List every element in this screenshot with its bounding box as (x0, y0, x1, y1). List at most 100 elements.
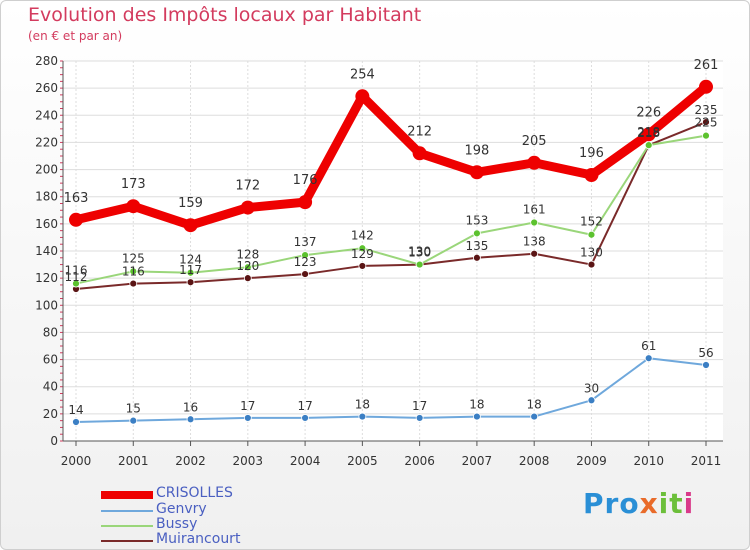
data-point-bussy (129, 267, 138, 276)
data-label-bussy: 142 (351, 228, 374, 242)
data-point-muirancourt (301, 270, 309, 278)
data-label-muirancourt: 218 (637, 126, 660, 140)
y-tick-label: 160 (35, 217, 58, 231)
data-label-crisolles: 159 (178, 196, 203, 211)
y-tick-label: 240 (35, 108, 58, 122)
data-label-crisolles: 172 (235, 179, 260, 194)
data-label-muirancourt: 117 (179, 263, 202, 277)
data-label-bussy: 124 (179, 253, 202, 267)
legend-label-genvry: Genvry (156, 501, 207, 517)
x-tick-label: 2011 (691, 454, 722, 468)
data-point-crisolles (699, 79, 713, 94)
data-point-crisolles (527, 155, 542, 170)
x-tick-label: 2000 (61, 454, 92, 468)
legend-label-crisolles: CRISOLLES (156, 485, 233, 501)
y-tick-label: 220 (35, 135, 58, 149)
data-label-genvry: 18 (527, 398, 542, 412)
data-point-genvry (415, 414, 424, 422)
data-label-crisolles: 205 (522, 134, 547, 149)
y-tick-label: 180 (35, 190, 58, 204)
data-label-muirancourt: 129 (351, 247, 374, 261)
data-point-bussy (243, 263, 252, 272)
data-point-bussy (301, 251, 309, 259)
data-label-genvry: 17 (297, 399, 312, 413)
x-tick-label: 2004 (290, 454, 321, 468)
data-label-genvry: 18 (469, 398, 484, 412)
data-label-genvry: 17 (240, 399, 255, 413)
legend-label-bussy: Bussy (156, 516, 198, 532)
data-label-muirancourt: 130 (580, 246, 603, 260)
data-point-crisolles (412, 146, 427, 161)
data-point-bussy (587, 230, 596, 239)
data-point-crisolles (240, 200, 255, 215)
data-label-genvry: 30 (584, 381, 599, 395)
data-point-genvry (587, 396, 596, 405)
legend-label-muirancourt: Muirancourt (156, 531, 241, 547)
data-label-crisolles: 198 (464, 143, 489, 158)
data-label-bussy: 152 (580, 215, 603, 229)
data-label-bussy: 137 (294, 235, 317, 249)
data-label-bussy: 125 (122, 251, 145, 265)
series-line-genvry (75, 357, 707, 423)
data-label-muirancourt: 116 (122, 265, 145, 279)
x-tick-label: 2008 (519, 454, 550, 468)
data-label-crisolles: 196 (579, 146, 604, 161)
y-tick-label: 280 (35, 54, 58, 68)
data-point-muirancourt (243, 274, 252, 283)
y-tick-label: 200 (35, 163, 58, 177)
data-point-genvry (186, 415, 195, 424)
data-point-crisolles (641, 127, 656, 142)
data-point-muirancourt (587, 260, 596, 269)
data-label-bussy: 128 (236, 247, 259, 261)
data-label-genvry: 16 (183, 400, 198, 414)
data-point-genvry (243, 414, 252, 422)
x-tick-label: 2002 (175, 454, 206, 468)
data-label-muirancourt: 120 (236, 259, 259, 273)
data-label-bussy: 161 (523, 203, 546, 217)
x-tick-label: 2007 (462, 454, 493, 468)
data-label-muirancourt: 123 (294, 255, 317, 269)
x-tick-label: 2009 (576, 454, 607, 468)
data-point-genvry (530, 412, 539, 421)
data-label-crisolles: 261 (694, 58, 719, 73)
data-label-bussy: 225 (695, 116, 718, 130)
data-point-bussy (702, 131, 710, 140)
proxiti-logo: Proxiti (583, 487, 695, 520)
data-point-bussy (358, 244, 367, 253)
y-tick-label: 20 (43, 407, 58, 421)
data-label-genvry: 17 (412, 399, 427, 413)
data-label-bussy: 130 (408, 245, 431, 259)
x-tick-label: 2006 (404, 454, 435, 468)
data-label-genvry: 18 (355, 398, 370, 412)
data-point-crisolles (126, 199, 141, 214)
data-point-crisolles (355, 89, 370, 104)
data-point-muirancourt (473, 253, 481, 262)
y-tick-label: 0 (50, 434, 58, 448)
data-label-crisolles: 212 (407, 124, 432, 139)
data-point-crisolles (183, 218, 198, 233)
data-point-bussy (473, 229, 481, 238)
y-tick-label: 260 (35, 81, 58, 95)
data-point-bussy (530, 218, 539, 227)
x-tick-label: 2005 (347, 454, 378, 468)
data-point-bussy (72, 279, 80, 288)
data-point-crisolles (69, 212, 83, 227)
data-point-muirancourt (186, 278, 195, 287)
y-tick-label: 60 (43, 353, 58, 367)
y-tick-label: 40 (43, 380, 58, 394)
data-point-crisolles (584, 168, 599, 182)
data-label-bussy: 153 (465, 213, 488, 227)
chart-title: Evolution des Impôts locaux par Habitant (28, 4, 422, 26)
data-point-muirancourt (129, 279, 138, 288)
legend-swatch-crisolles (101, 491, 153, 499)
data-label-crisolles: 163 (64, 191, 89, 206)
data-point-muirancourt (530, 249, 539, 258)
data-label-muirancourt: 130 (408, 246, 431, 260)
data-label-genvry: 14 (68, 403, 83, 417)
x-tick-label: 2010 (633, 454, 664, 468)
legend-swatch-muirancourt (101, 540, 153, 542)
data-label-muirancourt: 112 (65, 270, 88, 284)
data-label-muirancourt: 135 (465, 239, 488, 253)
series-line-crisolles (71, 82, 711, 230)
